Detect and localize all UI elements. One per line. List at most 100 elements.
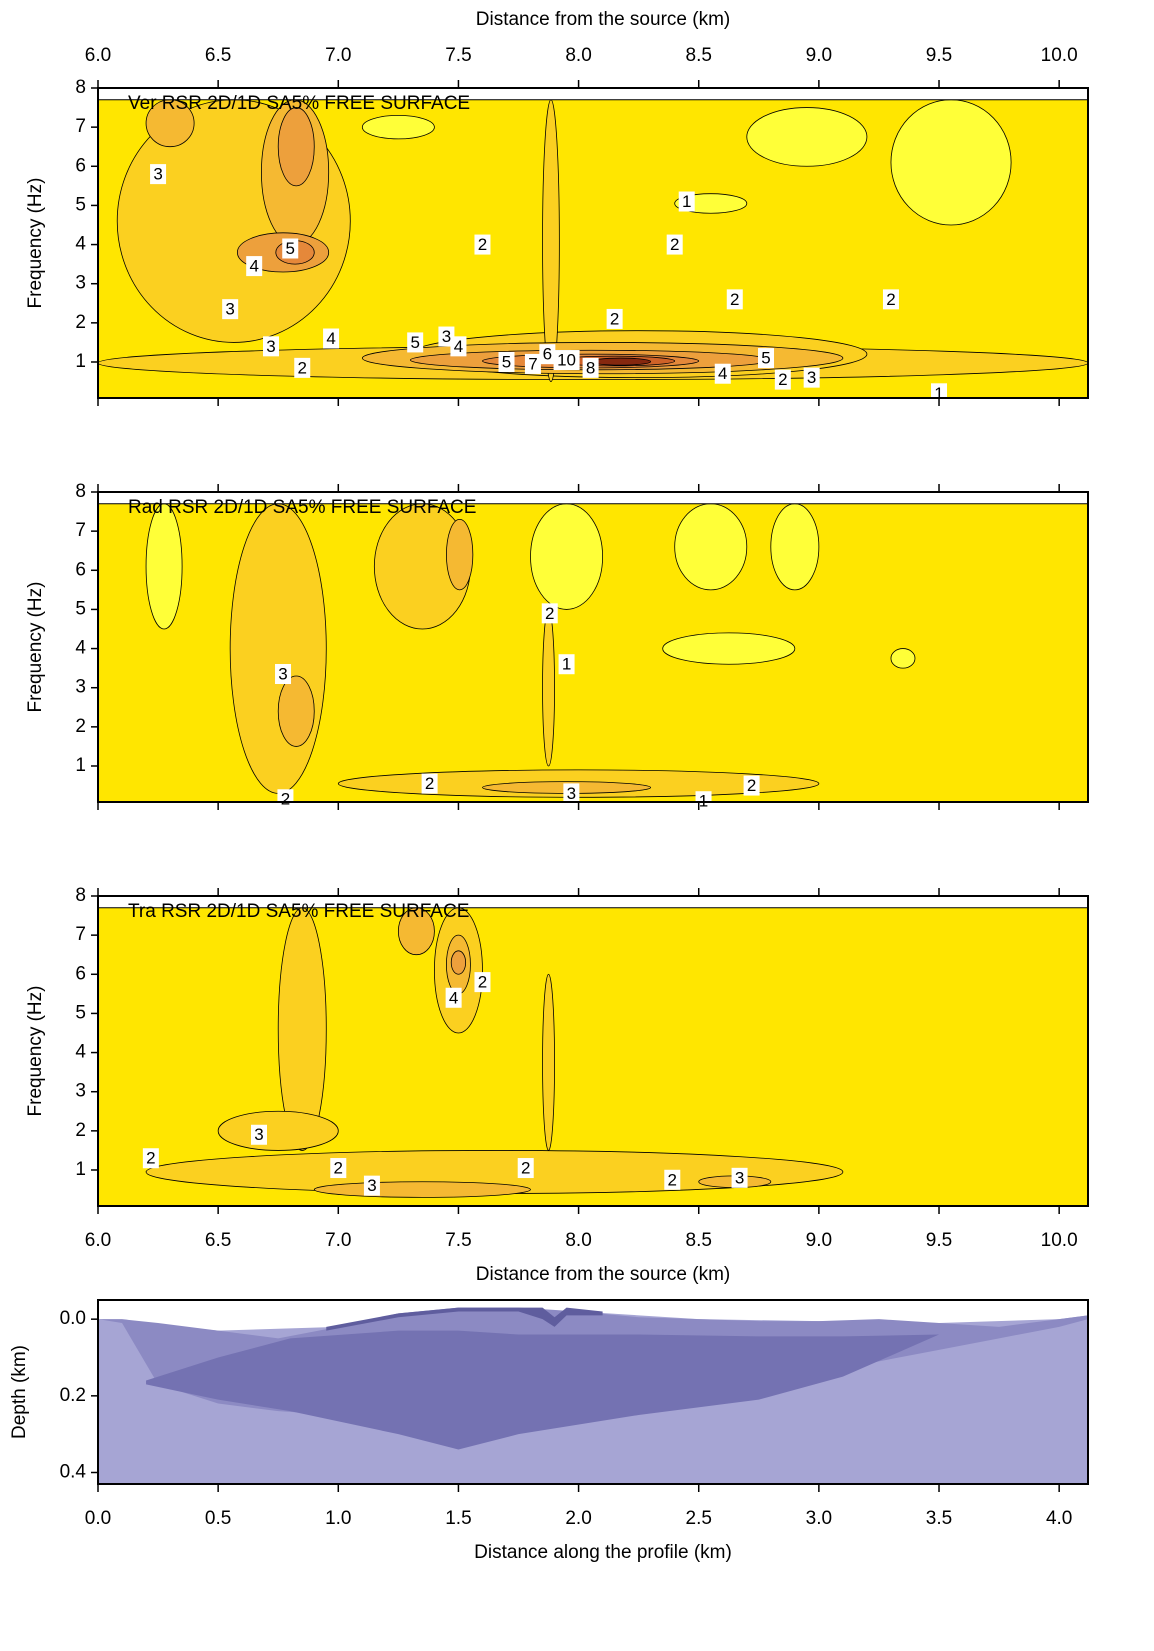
contour-label: 6: [543, 345, 552, 364]
contour-label: 3: [735, 1168, 744, 1187]
contour-label: 3: [225, 300, 234, 319]
contour-label: 3: [442, 327, 451, 346]
contour-label: 4: [449, 988, 458, 1007]
contour-label: 2: [886, 290, 895, 309]
contour-region: [542, 99, 560, 382]
y-tick-label: 7: [75, 116, 86, 137]
x-tick-label: 7.5: [445, 45, 471, 66]
contour-label: 4: [249, 257, 258, 276]
contour-label-box: [150, 164, 167, 185]
contour-label-box: [222, 299, 239, 320]
contour-label-box: [558, 654, 575, 675]
contour-region: [446, 518, 474, 591]
contour-label: 3: [367, 1176, 376, 1195]
contour-region: [530, 503, 604, 610]
x-tick-label: 3.0: [806, 1508, 832, 1529]
contour-label: 1: [562, 655, 571, 674]
contour-label: 3: [266, 337, 275, 356]
y-tick-label: 2: [75, 716, 86, 737]
contour-label-box: [563, 783, 580, 804]
contour-label: 2: [545, 604, 554, 623]
y-tick-label: 3: [75, 677, 86, 698]
x-tick-label: 8.0: [565, 45, 591, 66]
contour-label-box: [666, 234, 683, 255]
contour-label: 1: [934, 384, 943, 403]
contour-label-box: [474, 972, 491, 993]
x-tick-label: 6.5: [205, 1230, 231, 1251]
contour-label-box: [803, 367, 820, 388]
contour-label-box: [541, 603, 558, 624]
contour-label-box: [421, 773, 438, 794]
contour-label-box: [758, 348, 775, 369]
contour-label: 5: [761, 349, 770, 368]
y-axis-label: Frequency (Hz): [25, 178, 46, 309]
y-tick-label: 0.4: [60, 1462, 87, 1483]
contour-label: 2: [298, 358, 307, 377]
plot-frame: [97, 1299, 1089, 1485]
contour-label-box: [743, 775, 760, 796]
contour-label: 2: [730, 290, 739, 309]
plot-frame: [97, 895, 1089, 1207]
y-tick-label: 4: [75, 638, 86, 659]
x-tick-label: 9.5: [926, 1230, 952, 1251]
x-tick-label: 8.0: [565, 1230, 591, 1251]
y-tick-label: 8: [75, 481, 86, 502]
contour-region: [674, 503, 748, 591]
x-axis-label: Distance from the source (km): [476, 9, 730, 30]
contour-label-box: [142, 1148, 159, 1169]
y-tick-label: 8: [75, 885, 86, 906]
contour-label: 2: [668, 1170, 677, 1189]
contour-label: 3: [567, 784, 576, 803]
contour-label: 1: [682, 192, 691, 211]
y-tick-label: 6: [75, 155, 86, 176]
x-tick-label: 6.5: [205, 45, 231, 66]
x-tick-label: 10.0: [1041, 1230, 1078, 1251]
contour-region: [145, 503, 183, 630]
contour-region: [890, 648, 916, 669]
contour-label-box: [678, 191, 695, 212]
x-tick-label: 9.0: [806, 1230, 832, 1251]
contour-label: 2: [478, 973, 487, 992]
contour-region: [542, 973, 555, 1151]
x-tick-label: 1.5: [445, 1508, 471, 1529]
panel-title: Tra RSR 2D/1D SA5% FREE SURFACE: [128, 901, 469, 922]
contour-label: 2: [478, 235, 487, 254]
plot-frame: [97, 87, 1089, 399]
x-tick-label: 9.5: [926, 45, 952, 66]
contour-label: 2: [521, 1159, 530, 1178]
x-axis-label: Distance from the source (km): [476, 1264, 730, 1285]
x-tick-label: 9.0: [806, 45, 832, 66]
contour-label: 2: [778, 370, 787, 389]
contour-label-box: [450, 336, 467, 357]
contour-label-box: [474, 234, 491, 255]
contour-label-box: [263, 336, 280, 357]
layers: [98, 1307, 1088, 1484]
x-axis-label: Distance along the profile (km): [474, 1542, 732, 1563]
y-tick-label: 0.2: [60, 1385, 86, 1406]
contour-label-box: [714, 363, 731, 384]
y-tick-label: 8: [75, 77, 86, 98]
y-tick-label: 5: [75, 598, 86, 619]
contour-label: 2: [425, 774, 434, 793]
contour-region: [542, 609, 555, 767]
y-tick-label: 1: [75, 1159, 86, 1180]
contour-label: 3: [254, 1125, 263, 1144]
contour-label-box: [277, 789, 294, 810]
contour-region: [145, 99, 195, 148]
contour-label-box: [553, 350, 580, 371]
contour-region: [890, 99, 1012, 226]
x-tick-label: 10.0: [1041, 45, 1078, 66]
y-tick-label: 2: [75, 312, 86, 333]
contour-label-box: [731, 1167, 748, 1188]
contour-region: [313, 1181, 531, 1198]
panel: 2 4 3 2 2 3 2 2 3 Tra RSR 2D/1D SA5% FREE SURFACE…: [25, 885, 1089, 1285]
x-tick-label: 2.5: [686, 1508, 712, 1529]
contour-label-box: [664, 1169, 681, 1190]
x-tick-label: 2.0: [565, 1508, 591, 1529]
contour-label-box: [882, 289, 899, 310]
y-tick-label: 1: [75, 755, 86, 776]
y-tick-label: 4: [75, 1042, 86, 1063]
contour-region: [277, 107, 315, 187]
